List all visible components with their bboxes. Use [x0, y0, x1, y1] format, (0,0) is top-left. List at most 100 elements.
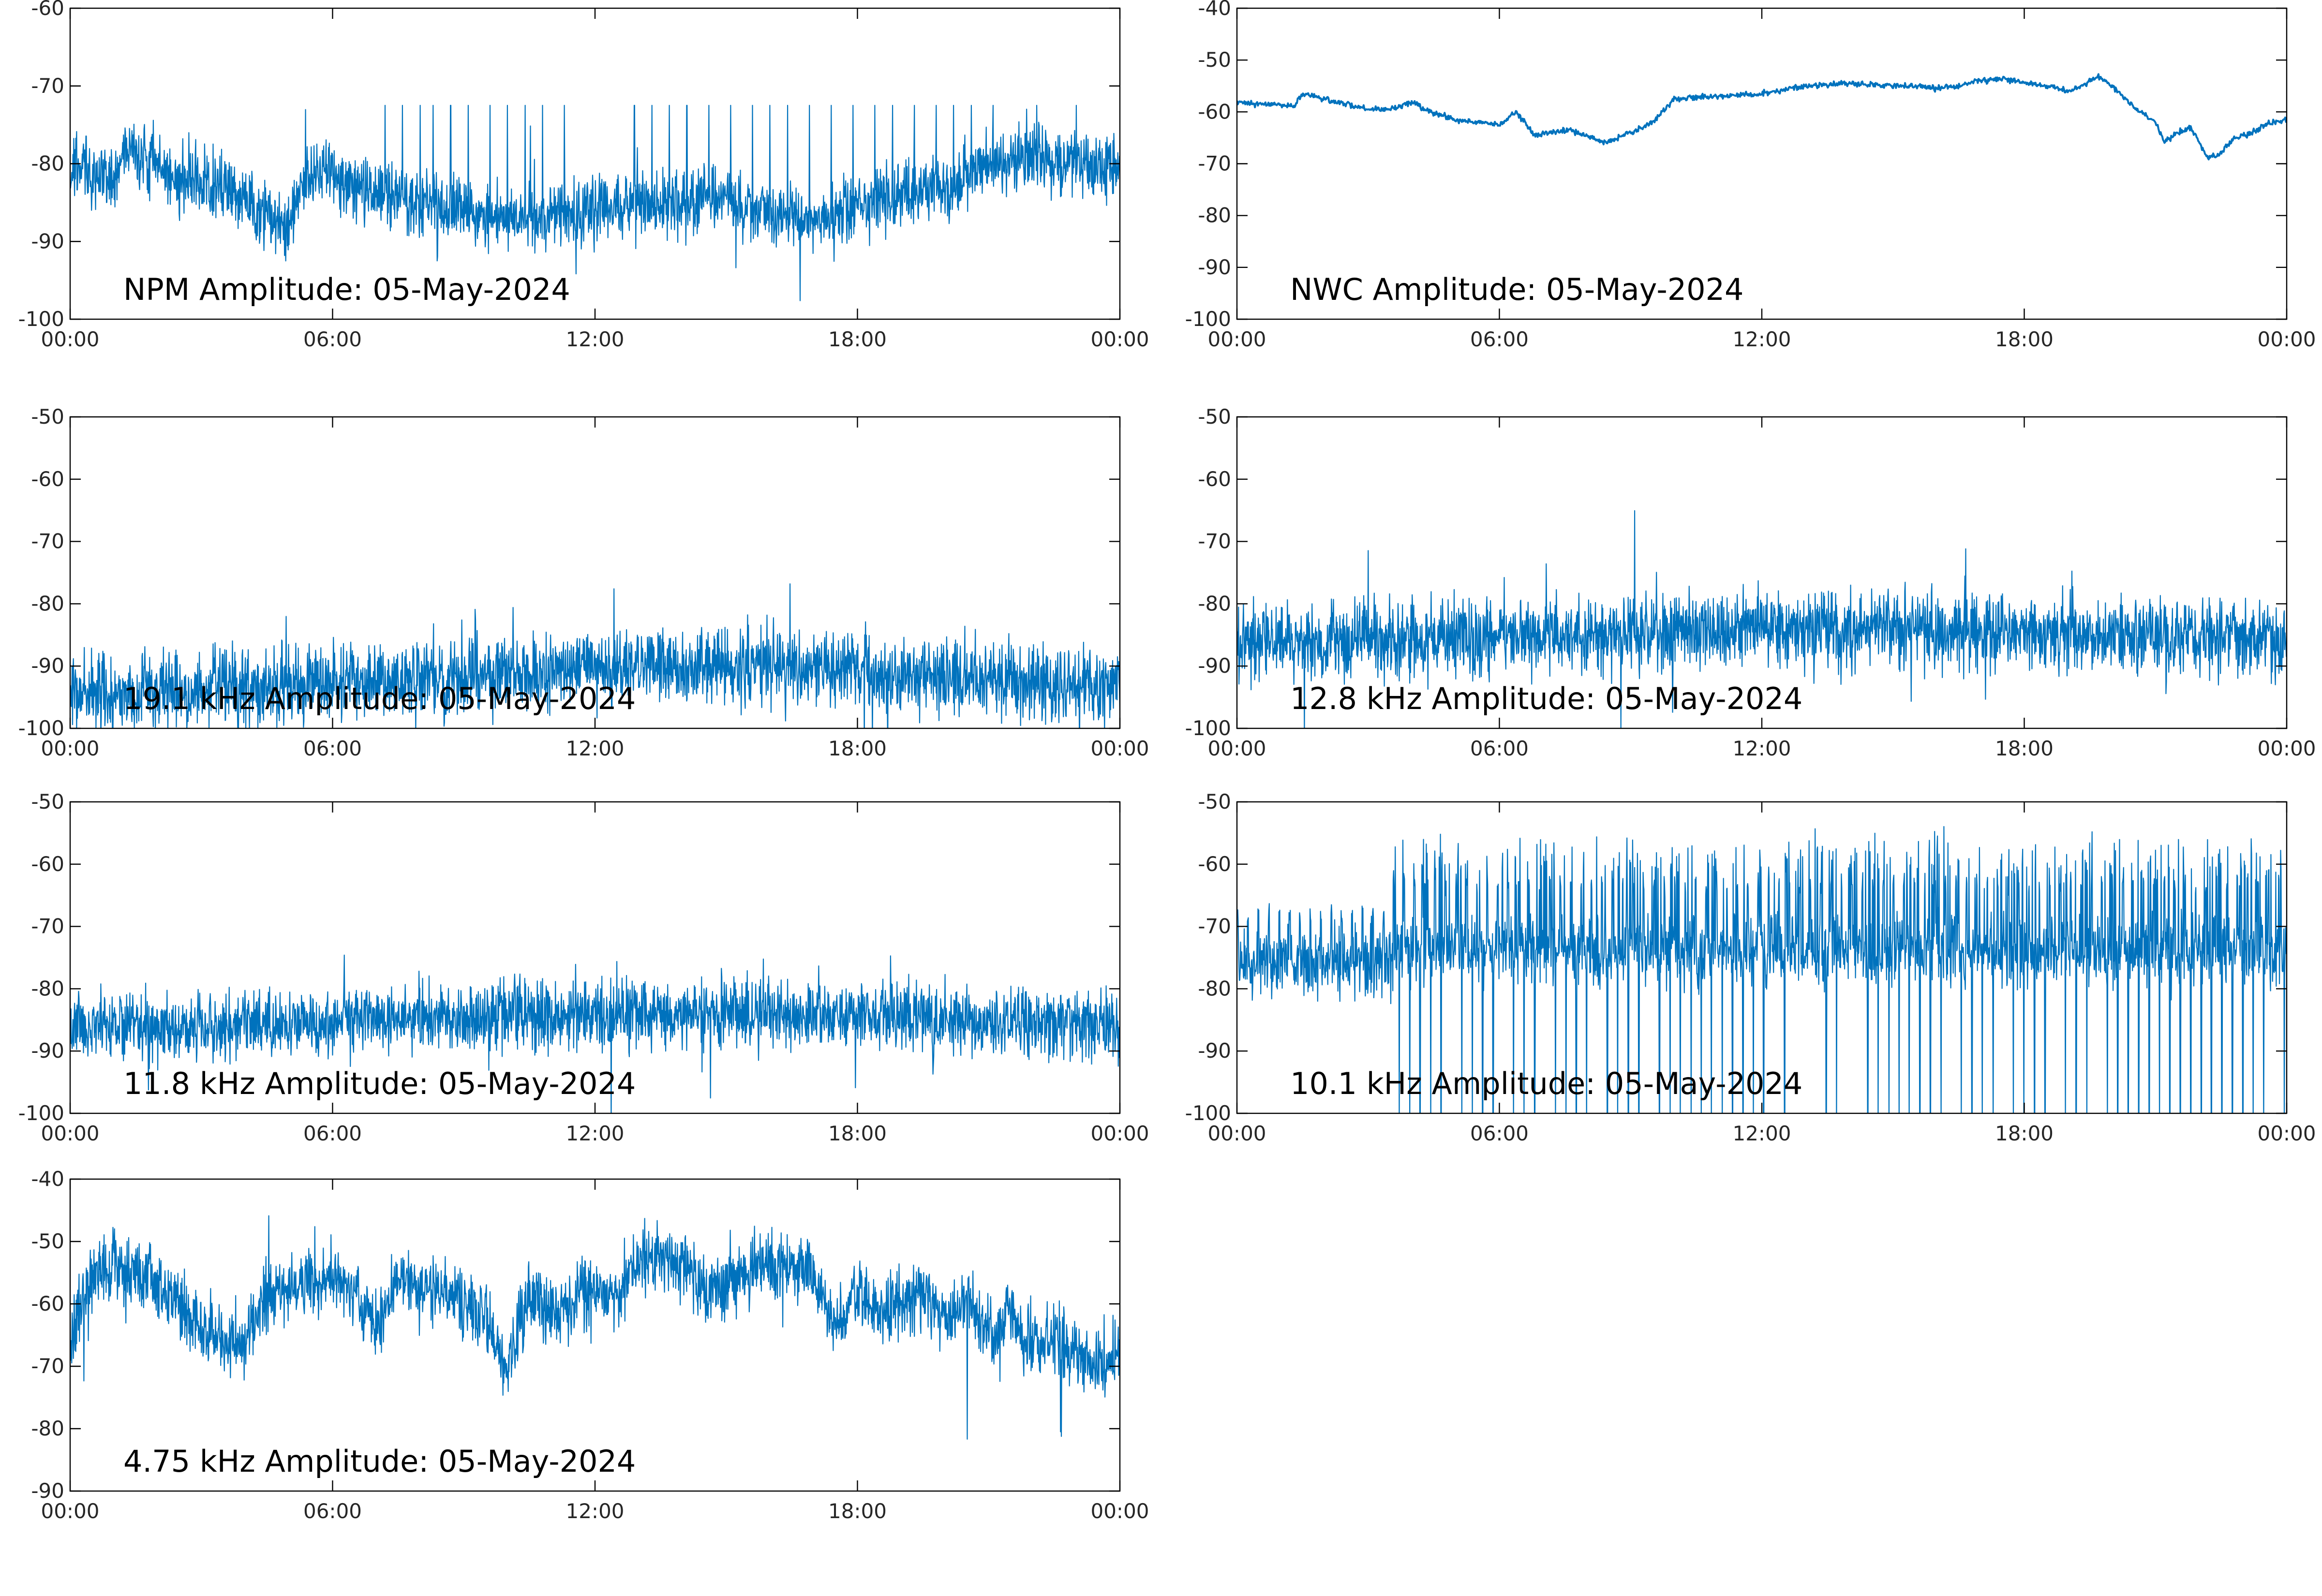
x-tick-label: 12:00 — [566, 1499, 624, 1523]
y-tick-label: -50 — [31, 790, 64, 813]
y-tick-label: -70 — [31, 1354, 64, 1378]
series-trace-group — [70, 1215, 1120, 1440]
panel-title: NPM Amplitude: 05-May-2024 — [123, 272, 570, 307]
x-tick-label: 00:00 — [2257, 737, 2316, 760]
panel-4: 00:00 06:00 12:00 18:00 00:00-100-90-80-70-6… — [1185, 405, 2316, 760]
y-tick-label: -50 — [1198, 790, 1231, 813]
y-tick-label: -50 — [31, 1229, 64, 1253]
y-tick-label: -60 — [1198, 467, 1231, 491]
y-tick-label: -80 — [31, 152, 64, 176]
x-tick-label: 12:00 — [566, 1122, 624, 1145]
x-tick-label: 00:00 — [1090, 737, 1149, 760]
x-tick-label: 00:00 — [1207, 327, 1266, 351]
series-line — [70, 583, 1120, 728]
y-tick-label: -90 — [31, 1479, 64, 1503]
x-tick-label: 12:00 — [1732, 1122, 1791, 1145]
panel-title: 10.1 kHz Amplitude: 05-May-2024 — [1290, 1066, 1802, 1101]
y-tick-label: -70 — [31, 530, 64, 553]
x-tick-label: 00:00 — [41, 737, 99, 760]
y-tick-label: -100 — [1185, 1101, 1231, 1125]
x-tick-label: 18:00 — [828, 737, 887, 760]
x-tick-label: 00:00 — [1207, 737, 1266, 760]
series-line — [1237, 826, 2287, 1113]
x-tick-label: 06:00 — [1470, 327, 1529, 351]
y-tick-label: -90 — [31, 229, 64, 253]
y-tick-label: -60 — [1198, 100, 1231, 123]
y-tick-label: -100 — [1185, 307, 1231, 331]
y-tick-label: -90 — [1198, 654, 1231, 678]
x-tick-label: 00:00 — [2257, 327, 2316, 351]
panel-7: 00:00 06:00 12:00 18:00 00:00-90-80-70-60-50… — [31, 1167, 1149, 1523]
y-tick-label: -80 — [1198, 976, 1231, 1000]
y-tick-label: -100 — [18, 716, 64, 740]
panel-2: 00:00 06:00 12:00 18:00 00:00-100-90-80-70-6… — [1185, 0, 2316, 351]
y-tick-label: -40 — [1198, 0, 1231, 20]
series-line — [70, 104, 1120, 301]
series-line — [70, 1215, 1120, 1440]
y-tick-label: -60 — [31, 1292, 64, 1315]
y-tick-label: -90 — [31, 654, 64, 678]
y-tick-label: -50 — [1198, 48, 1231, 72]
y-tick-label: -70 — [31, 915, 64, 938]
y-tick-label: -40 — [31, 1167, 64, 1191]
series-trace-group — [1237, 510, 2287, 728]
series-trace-group — [1237, 73, 2287, 161]
panel-6: 00:00 06:00 12:00 18:00 00:00-100-90-80-70-6… — [1185, 790, 2316, 1145]
x-tick-label: 00:00 — [1090, 1122, 1149, 1145]
y-tick-label: -80 — [31, 976, 64, 1000]
x-tick-label: 00:00 — [2257, 1122, 2316, 1145]
panel-3: 00:00 06:00 12:00 18:00 00:00-100-90-80-70-6… — [18, 405, 1149, 760]
y-tick-label: -80 — [31, 1417, 64, 1440]
y-tick-label: -90 — [31, 1039, 64, 1063]
x-tick-label: 06:00 — [303, 737, 362, 760]
x-tick-label: 12:00 — [566, 737, 624, 760]
x-tick-label: 18:00 — [1995, 1122, 2054, 1145]
y-tick-label: -60 — [31, 0, 64, 20]
series-line — [1237, 73, 2287, 161]
x-tick-label: 18:00 — [828, 1499, 887, 1523]
y-tick-label: -80 — [1198, 204, 1231, 227]
y-tick-label: -70 — [1198, 152, 1231, 176]
y-tick-label: -70 — [31, 74, 64, 98]
y-tick-label: -50 — [1198, 405, 1231, 429]
panel-title: 19.1 kHz Amplitude: 05-May-2024 — [123, 681, 636, 716]
series-trace-group — [70, 954, 1120, 1113]
panel-1: 00:00 06:00 12:00 18:00 00:00-100-90-80-70-6… — [18, 0, 1149, 351]
y-tick-label: -60 — [31, 467, 64, 491]
y-tick-label: -60 — [31, 852, 64, 876]
x-tick-label: 12:00 — [566, 327, 624, 351]
y-tick-label: -100 — [18, 1101, 64, 1125]
x-tick-label: 18:00 — [1995, 737, 2054, 760]
series-trace-group — [70, 583, 1120, 728]
y-tick-label: -80 — [31, 591, 64, 615]
y-tick-label: -50 — [31, 405, 64, 429]
panel-title: NWC Amplitude: 05-May-2024 — [1290, 272, 1744, 307]
x-tick-label: 00:00 — [41, 327, 99, 351]
x-tick-label: 06:00 — [303, 1122, 362, 1145]
x-tick-label: 00:00 — [1090, 327, 1149, 351]
y-tick-label: -90 — [1198, 1039, 1231, 1063]
panel-title: 11.8 kHz Amplitude: 05-May-2024 — [123, 1066, 636, 1101]
y-tick-label: -100 — [18, 307, 64, 331]
y-tick-label: -70 — [1198, 530, 1231, 553]
panel-5: 00:00 06:00 12:00 18:00 00:00-100-90-80-70-6… — [18, 790, 1149, 1145]
x-tick-label: 00:00 — [1207, 1122, 1266, 1145]
series-line — [1237, 510, 2287, 728]
x-tick-label: 06:00 — [303, 1499, 362, 1523]
panel-title: 4.75 kHz Amplitude: 05-May-2024 — [123, 1444, 636, 1479]
x-tick-label: 06:00 — [1470, 737, 1529, 760]
x-tick-label: 18:00 — [1995, 327, 2054, 351]
series-line — [70, 954, 1120, 1113]
x-tick-label: 18:00 — [828, 327, 887, 351]
y-tick-label: -70 — [1198, 915, 1231, 938]
series-trace-group — [1237, 826, 2287, 1113]
series-trace-group — [70, 104, 1120, 301]
x-tick-label: 00:00 — [1090, 1499, 1149, 1523]
x-tick-label: 12:00 — [1732, 737, 1791, 760]
y-tick-label: -60 — [1198, 852, 1231, 876]
y-tick-label: -90 — [1198, 255, 1231, 279]
x-tick-label: 00:00 — [41, 1122, 99, 1145]
x-tick-label: 18:00 — [828, 1122, 887, 1145]
x-tick-label: 06:00 — [303, 327, 362, 351]
